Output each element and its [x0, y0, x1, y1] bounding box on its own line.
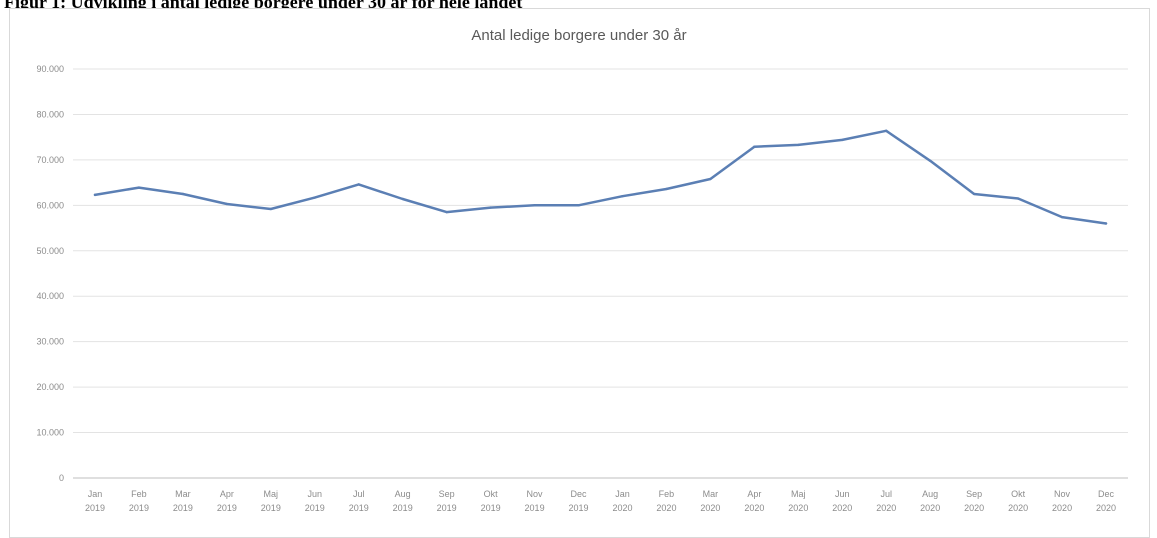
data-point [181, 192, 185, 196]
x-tick-label: Sep 2019 [437, 489, 457, 513]
data-point [753, 145, 756, 148]
series [93, 129, 1108, 225]
gridlines [73, 68, 1128, 479]
data-point [1060, 215, 1064, 219]
x-tick-label: Jul 2020 [876, 489, 896, 513]
y-tick-label: 90.000 [36, 64, 64, 74]
series-line [93, 129, 1108, 225]
data-point [972, 192, 976, 196]
x-tick-label: Okt 2019 [481, 489, 501, 513]
data-point [533, 204, 536, 207]
x-tick-label: Apr 2020 [744, 489, 764, 513]
x-tick-label: Aug 2020 [920, 489, 940, 513]
data-point [797, 143, 800, 147]
data-point [577, 204, 580, 207]
x-axis-ticks: Jan 2019 Feb 2019 Mar 2019 Apr 2019 Maj 2019 Jun 20… [85, 489, 1116, 513]
x-tick-label: Apr 2019 [217, 489, 237, 513]
data-point [93, 193, 97, 197]
y-tick-label: 10.000 [36, 428, 64, 438]
x-tick-label: Maj 2020 [788, 489, 808, 513]
data-point [665, 187, 668, 191]
x-tick-label: Aug 2019 [393, 489, 413, 513]
data-point [885, 129, 888, 133]
y-tick-label: 0 [59, 473, 64, 483]
data-point [1104, 222, 1108, 225]
x-tick-label: Sep 2020 [964, 489, 984, 513]
x-tick-label: Okt 2020 [1008, 489, 1028, 513]
x-tick-label: Jun 2019 [305, 489, 325, 513]
line-chart: Antal ledige borgere under 30 år 0 10.000… [36, 27, 1128, 513]
y-tick-label: 60.000 [36, 200, 64, 210]
x-tick-label: Jan 2020 [612, 489, 632, 513]
data-point [1016, 197, 1020, 200]
x-tick-label: Nov 2020 [1052, 489, 1072, 513]
x-tick-label: Mar 2019 [173, 489, 193, 513]
x-tick-label: Mar 2020 [700, 489, 720, 513]
x-tick-label: Dec 2020 [1096, 489, 1116, 513]
x-tick-label: Nov 2019 [525, 489, 545, 513]
x-tick-label: Maj 2019 [261, 489, 281, 513]
y-tick-label: 30.000 [36, 337, 64, 347]
x-tick-label: Jul 2019 [349, 489, 369, 513]
data-point [928, 159, 932, 162]
data-point [357, 183, 360, 186]
y-tick-label: 20.000 [36, 382, 64, 392]
chart-area [9, 8, 1150, 538]
y-tick-label: 50.000 [36, 246, 64, 256]
x-tick-label: Feb 2019 [129, 489, 149, 513]
x-tick-label: Feb 2020 [656, 489, 676, 513]
data-point [137, 186, 141, 189]
x-tick-label: Jan 2019 [85, 489, 105, 513]
data-point [709, 177, 712, 181]
data-point [489, 206, 492, 209]
y-tick-label: 40.000 [36, 291, 64, 301]
x-tick-label: Dec 2019 [569, 489, 589, 513]
data-point [445, 210, 448, 214]
data-point [313, 196, 316, 199]
x-tick-label: Jun 2020 [832, 489, 852, 513]
data-point [841, 138, 844, 142]
data-point [621, 195, 624, 198]
data-point [269, 207, 273, 211]
y-tick-label: 70.000 [36, 155, 64, 165]
chart-title: Antal ledige borgere under 30 år [471, 27, 686, 44]
data-point [401, 197, 404, 201]
data-point [225, 202, 229, 206]
y-axis-ticks: 0 10.000 20.000 30.000 40.000 50.000 60.000 70.… [36, 64, 64, 483]
y-tick-label: 80.000 [36, 109, 64, 119]
